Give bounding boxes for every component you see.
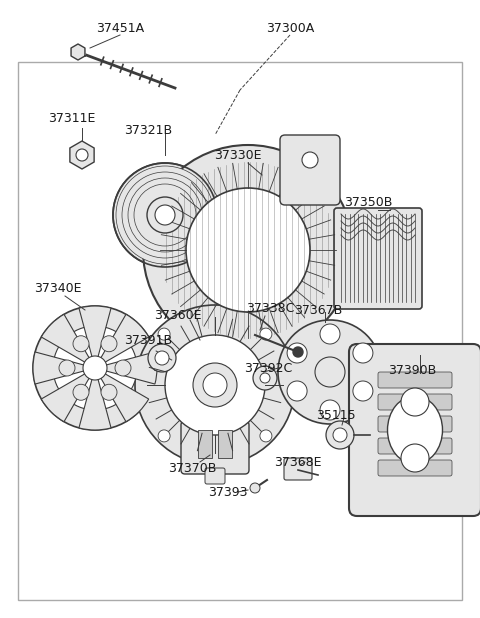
Circle shape bbox=[116, 166, 214, 264]
Text: 37370B: 37370B bbox=[168, 462, 216, 475]
Circle shape bbox=[320, 400, 340, 420]
Bar bbox=[198, 430, 212, 458]
Circle shape bbox=[287, 381, 307, 401]
Circle shape bbox=[260, 430, 272, 442]
Circle shape bbox=[76, 149, 88, 161]
Circle shape bbox=[101, 336, 117, 352]
Wedge shape bbox=[79, 368, 111, 430]
Circle shape bbox=[59, 360, 75, 376]
Wedge shape bbox=[33, 352, 95, 384]
FancyBboxPatch shape bbox=[378, 416, 452, 432]
Wedge shape bbox=[95, 352, 157, 384]
Bar bbox=[18, 62, 462, 600]
Text: 37311E: 37311E bbox=[48, 111, 96, 124]
Circle shape bbox=[315, 357, 345, 387]
Circle shape bbox=[73, 384, 89, 400]
Circle shape bbox=[326, 421, 354, 449]
FancyBboxPatch shape bbox=[378, 438, 452, 454]
Circle shape bbox=[135, 305, 295, 465]
Circle shape bbox=[134, 184, 196, 246]
Text: 37392C: 37392C bbox=[244, 362, 292, 375]
Circle shape bbox=[203, 373, 227, 397]
Text: 37321B: 37321B bbox=[124, 124, 172, 137]
Circle shape bbox=[401, 388, 429, 416]
Circle shape bbox=[193, 363, 237, 407]
FancyBboxPatch shape bbox=[205, 468, 225, 484]
Circle shape bbox=[253, 366, 277, 390]
Circle shape bbox=[250, 483, 260, 493]
Circle shape bbox=[260, 373, 270, 383]
Text: 37451A: 37451A bbox=[96, 22, 144, 35]
Circle shape bbox=[320, 324, 340, 344]
Wedge shape bbox=[79, 306, 111, 368]
Circle shape bbox=[353, 381, 373, 401]
Circle shape bbox=[122, 172, 208, 258]
Circle shape bbox=[302, 152, 318, 168]
Circle shape bbox=[148, 344, 176, 372]
Text: 37393: 37393 bbox=[208, 486, 248, 499]
Text: 37340E: 37340E bbox=[34, 282, 82, 295]
Circle shape bbox=[128, 178, 202, 252]
Text: 35115: 35115 bbox=[316, 408, 356, 421]
Polygon shape bbox=[71, 44, 85, 60]
Text: 37390B: 37390B bbox=[388, 363, 436, 376]
Circle shape bbox=[287, 343, 307, 363]
Circle shape bbox=[53, 326, 137, 410]
Text: 37300A: 37300A bbox=[266, 22, 314, 35]
Wedge shape bbox=[41, 368, 95, 421]
Text: 37368E: 37368E bbox=[274, 455, 322, 468]
Text: 37360E: 37360E bbox=[154, 308, 202, 321]
FancyBboxPatch shape bbox=[378, 394, 452, 410]
Circle shape bbox=[353, 343, 373, 363]
Circle shape bbox=[115, 360, 131, 376]
Circle shape bbox=[401, 444, 429, 472]
Wedge shape bbox=[41, 315, 95, 368]
Text: 37367B: 37367B bbox=[294, 303, 342, 316]
Text: 37350B: 37350B bbox=[344, 195, 392, 208]
Ellipse shape bbox=[387, 396, 443, 464]
Circle shape bbox=[155, 205, 175, 225]
FancyBboxPatch shape bbox=[334, 208, 422, 309]
Text: 37338C: 37338C bbox=[246, 302, 294, 315]
Circle shape bbox=[260, 328, 272, 340]
Circle shape bbox=[73, 336, 89, 352]
FancyBboxPatch shape bbox=[280, 135, 340, 205]
Circle shape bbox=[158, 430, 170, 442]
Text: 37391B: 37391B bbox=[124, 334, 172, 347]
Wedge shape bbox=[95, 368, 149, 421]
Circle shape bbox=[333, 428, 347, 442]
Circle shape bbox=[293, 347, 303, 357]
Circle shape bbox=[278, 320, 382, 424]
Wedge shape bbox=[95, 315, 149, 368]
Circle shape bbox=[186, 188, 310, 312]
Text: 37330E: 37330E bbox=[214, 148, 262, 161]
Circle shape bbox=[158, 328, 170, 340]
FancyBboxPatch shape bbox=[284, 458, 312, 480]
FancyBboxPatch shape bbox=[378, 460, 452, 476]
Circle shape bbox=[101, 384, 117, 400]
Circle shape bbox=[155, 351, 169, 365]
Circle shape bbox=[113, 163, 217, 267]
Circle shape bbox=[165, 335, 265, 435]
Circle shape bbox=[143, 145, 353, 355]
Bar bbox=[218, 430, 232, 458]
FancyBboxPatch shape bbox=[378, 372, 452, 388]
Circle shape bbox=[83, 356, 107, 380]
FancyBboxPatch shape bbox=[349, 344, 480, 516]
FancyBboxPatch shape bbox=[181, 421, 249, 474]
Circle shape bbox=[33, 306, 157, 430]
Circle shape bbox=[147, 197, 183, 233]
